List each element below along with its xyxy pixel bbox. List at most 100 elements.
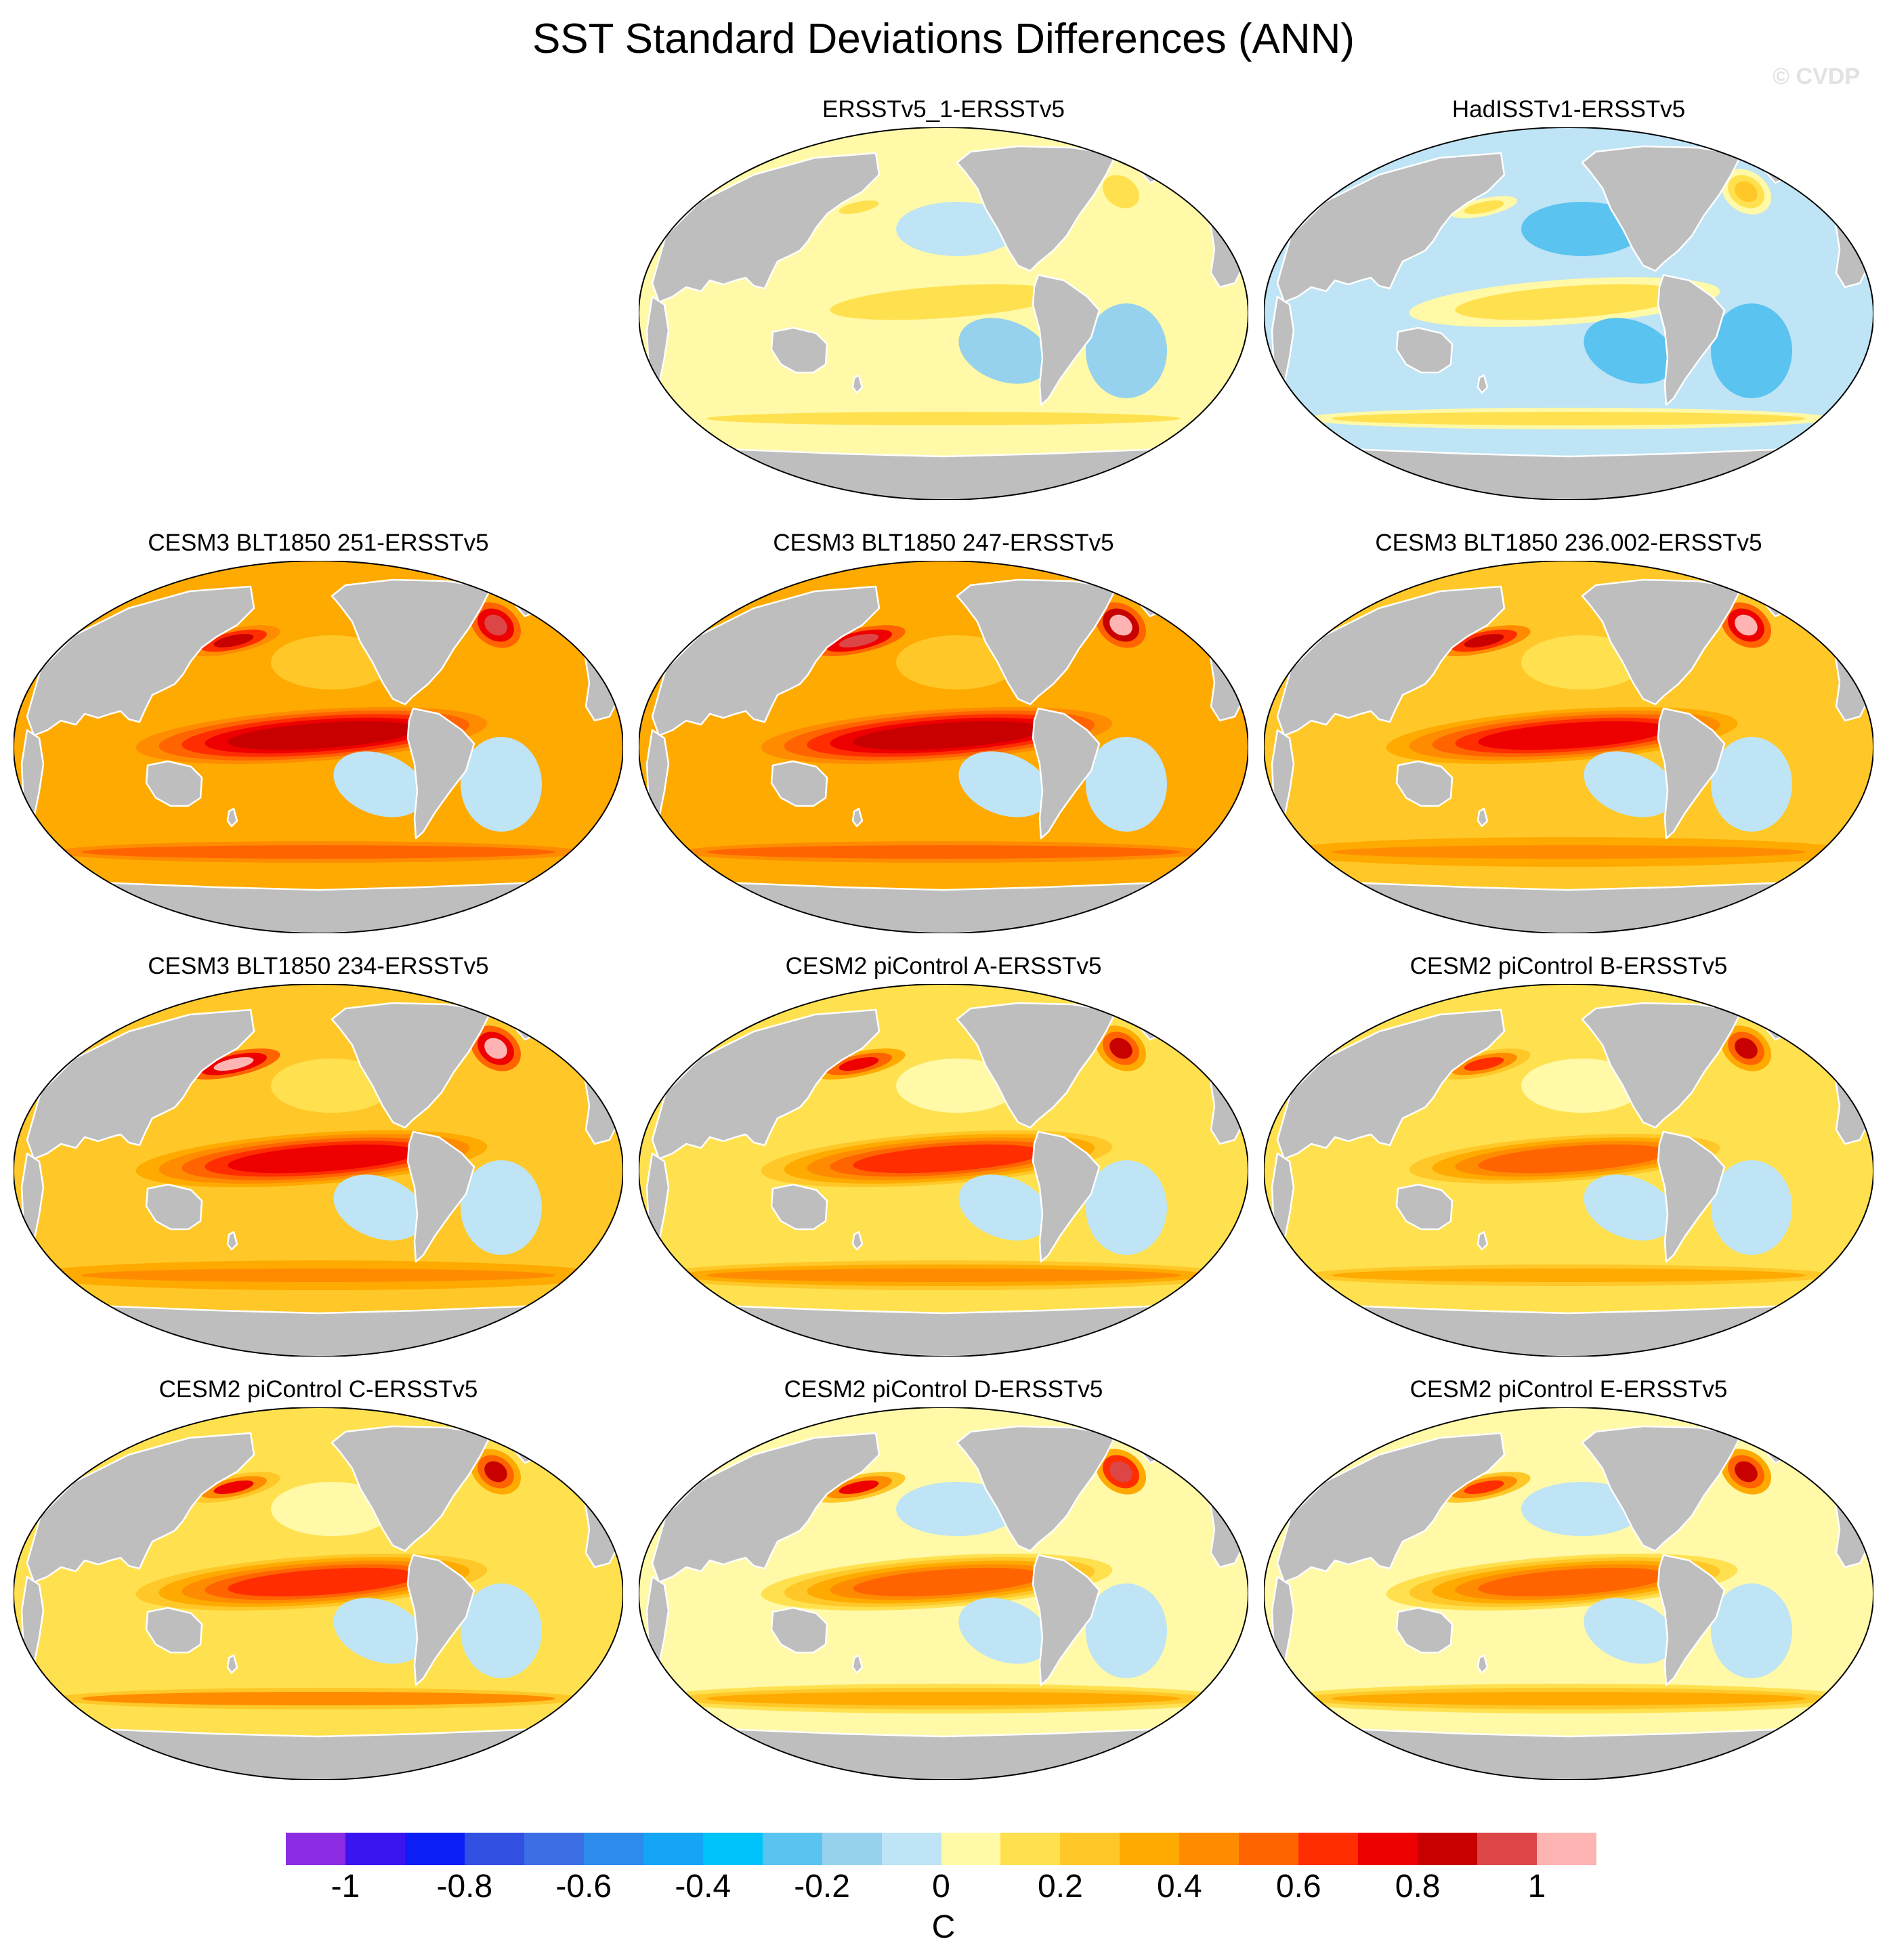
map-svg (1264, 561, 1873, 933)
land-mass (406, 1554, 475, 1686)
land-mass (1032, 274, 1101, 406)
southeast-pacific-contour (333, 751, 425, 817)
land-mass (651, 1008, 881, 1160)
land-mass (1477, 1231, 1489, 1251)
map-panel: CESM2 piControl A-ERSSTv5 (632, 952, 1255, 1365)
gulf-stream-contour (484, 614, 507, 636)
southern-ocean-contour (1332, 1269, 1806, 1282)
south-atlantic-contour (461, 1583, 542, 1678)
map-outline (14, 984, 623, 1357)
colorbar-tick-label: 0.6 (1275, 1869, 1321, 1904)
land-mass (1276, 1008, 1506, 1160)
colorbar-tick-label: -0.2 (794, 1869, 850, 1904)
land-mass (26, 585, 255, 737)
panel-title: CESM3 BLT1850 251-ERSSTv5 (148, 530, 489, 556)
land-mass (770, 1606, 828, 1654)
map-panel: CESM3 BLT1850 251-ERSSTv5 (7, 528, 630, 941)
panel-title: HadISSTv1-ERSSTv5 (1451, 96, 1686, 123)
map-outline (639, 127, 1248, 500)
southeast-pacific-contour (1584, 751, 1676, 817)
enso-contour (853, 1567, 1042, 1597)
southern-ocean-contour (706, 1692, 1181, 1705)
colorbar-swatch (524, 1833, 585, 1865)
southeast-pacific-contour (958, 1174, 1051, 1241)
southern-ocean-contour (1332, 845, 1806, 859)
southern-ocean-contour (706, 845, 1181, 859)
map-outline (1264, 561, 1873, 933)
land-mass (1395, 326, 1454, 374)
land-mass (226, 807, 238, 828)
kuroshio-contour (213, 1480, 254, 1495)
kuroshio-contour (839, 633, 879, 648)
colorbar-swatch (1537, 1833, 1597, 1865)
land-mass (1032, 1130, 1101, 1263)
land-mass (851, 1654, 864, 1674)
land-mass (770, 326, 828, 374)
colorbar-swatch (762, 1833, 823, 1865)
panel-title: CESM3 BLT1850 247-ERSSTv5 (773, 530, 1114, 556)
map-svg (639, 561, 1248, 933)
colorbar-tick-label: 0.8 (1395, 1869, 1441, 1904)
map-panel: CESM2 piControl C-ERSSTv5 (7, 1375, 630, 1788)
southeast-pacific-contour (1584, 1598, 1676, 1664)
colorbar-tick-label: 0.2 (1038, 1869, 1083, 1904)
kuroshio-contour (213, 633, 254, 648)
gulf-stream-contour (1735, 1038, 1758, 1059)
colorbar-swatch (822, 1833, 883, 1865)
colorbar-swatch (702, 1833, 763, 1865)
land-mass (1032, 1554, 1101, 1686)
colorbar-swatch (464, 1833, 525, 1865)
gulf-stream-contour (484, 1461, 507, 1483)
gulf-stream-contour (484, 1038, 507, 1059)
enso-contour (853, 287, 1042, 317)
land-mass (651, 152, 881, 303)
land-mass (1477, 374, 1489, 394)
north-pacific-contour (896, 1482, 1018, 1536)
land-mass (1395, 760, 1454, 807)
kuroshio-contour (839, 1480, 879, 1495)
colorbar-swatch (583, 1833, 644, 1865)
colorbar-swatch (1418, 1833, 1478, 1865)
land-mass (406, 707, 475, 840)
north-pacific-contour (896, 202, 1018, 256)
south-atlantic-contour (1711, 1160, 1792, 1255)
south-atlantic-contour (461, 1160, 542, 1255)
gulf-stream-contour (1109, 614, 1132, 636)
gulf-stream-contour (1109, 1038, 1132, 1059)
kuroshio-contour (213, 1057, 254, 1071)
south-atlantic-contour (1086, 303, 1167, 398)
land-mass (1395, 1183, 1454, 1231)
kuroshio-contour (1464, 1480, 1504, 1495)
southeast-pacific-contour (1584, 318, 1676, 384)
southeast-pacific-contour (333, 1174, 425, 1241)
map-panel: CESM2 piControl E-ERSSTv5 (1257, 1375, 1880, 1788)
gulf-stream-contour (1109, 1461, 1132, 1483)
southern-ocean-contour (706, 412, 1181, 425)
kuroshio-contour (839, 1057, 879, 1071)
north-pacific-contour (896, 635, 1018, 689)
southern-ocean-contour (81, 845, 555, 859)
southern-ocean-contour (81, 1692, 555, 1705)
land-mass (145, 1606, 203, 1654)
colorbar-swatch (404, 1833, 465, 1865)
colorbar-swatch (1120, 1833, 1180, 1865)
map-panel: HadISSTv1-ERSSTv5 (1257, 95, 1880, 508)
land-mass (1657, 274, 1726, 406)
panel-title: ERSSTv5_1-ERSSTv5 (822, 96, 1065, 123)
north-pacific-contour (271, 1059, 393, 1113)
land-mass (1477, 1654, 1489, 1674)
colorbar-swatch (941, 1833, 1001, 1865)
land-mass (770, 760, 828, 807)
land-mass (1276, 585, 1506, 737)
map-svg (1264, 1407, 1873, 1780)
enso-contour (1478, 721, 1668, 750)
panel-title: CESM2 piControl C-ERSSTv5 (158, 1376, 478, 1403)
kuroshio-contour (1464, 1057, 1504, 1071)
map-panel: CESM3 BLT1850 236.002-ERSSTv5 (1257, 528, 1880, 941)
map-svg (14, 984, 623, 1357)
map-outline (1264, 1407, 1873, 1780)
gulf-stream-contour (1109, 181, 1132, 203)
land-mass (851, 1231, 864, 1251)
kuroshio-contour (1464, 633, 1504, 648)
panel-title: CESM3 BLT1850 236.002-ERSSTv5 (1375, 530, 1762, 556)
